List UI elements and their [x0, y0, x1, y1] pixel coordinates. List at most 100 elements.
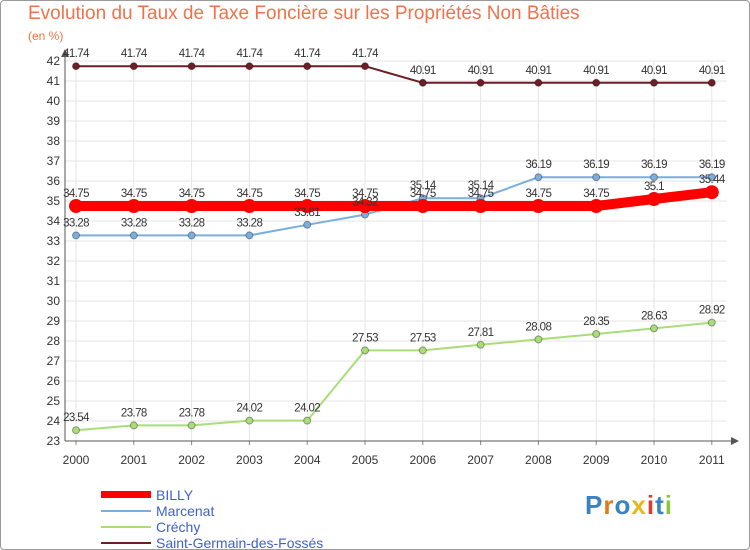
data-label-saint-germain-des-foss-s-2006: 40.91 — [410, 65, 436, 77]
legend-swatch-crechy — [101, 526, 151, 528]
x-axis-arrow — [731, 437, 739, 445]
data-labels: 41.74 41.74 41.74 41.74 41.74 41.74 40.91 40.91… — [63, 48, 726, 424]
y-axis-arrow — [61, 49, 69, 57]
data-label-cr-chy-2003: 24.02 — [237, 403, 263, 415]
data-label-cr-chy-2008: 28.08 — [526, 321, 552, 333]
logo-letter: i — [646, 490, 656, 520]
logo-letter: P — [585, 490, 604, 520]
y-tick-label-28: 28 — [47, 334, 61, 348]
y-tick-label-34: 34 — [47, 214, 61, 228]
data-label-marcenat-2008: 36.19 — [526, 159, 552, 171]
y-tick-label-36: 36 — [47, 174, 61, 188]
y-tick-label-38: 38 — [47, 134, 61, 148]
y-axis-unit: (en %) — [28, 29, 64, 43]
legend-swatch-saint-germain — [101, 542, 151, 544]
y-tick-label-30: 30 — [47, 294, 61, 308]
y-tick-label-29: 29 — [47, 314, 61, 328]
chart-title: Evolution du Taux de Taxe Foncière sur l… — [28, 3, 580, 24]
legend-item-billy[interactable]: BILLY — [101, 487, 401, 503]
point-marcenat-2008 — [534, 173, 543, 182]
grid — [65, 60, 727, 442]
point-saint-germain-des-foss-s-2007 — [476, 78, 485, 87]
point-cr-chy-2003 — [245, 416, 254, 425]
y-tick-label-32: 32 — [47, 254, 61, 268]
x-tick-label-2009: 2009 — [583, 453, 610, 467]
point-marcenat-2009 — [592, 173, 601, 182]
point-billy-2011 — [704, 185, 719, 200]
data-label-marcenat-2010: 36.19 — [641, 159, 667, 171]
data-label-billy-2007: 34.75 — [468, 188, 494, 200]
data-label-cr-chy-2004: 24.02 — [294, 403, 320, 415]
data-label-marcenat-2011: 36.19 — [699, 159, 725, 171]
y-tick-label-37: 37 — [47, 154, 61, 168]
data-label-saint-germain-des-foss-s-2007: 40.91 — [468, 65, 494, 77]
data-label-saint-germain-des-foss-s-2002: 41.74 — [179, 48, 206, 60]
data-label-cr-chy-2006: 27.53 — [410, 332, 436, 344]
data-label-billy-2006: 34.75 — [410, 188, 436, 200]
point-cr-chy-2006 — [418, 346, 427, 355]
point-cr-chy-2001 — [129, 421, 138, 430]
x-tick-label-2001: 2001 — [120, 453, 147, 467]
y-tick-label-40: 40 — [47, 94, 61, 108]
point-saint-germain-des-foss-s-2004 — [303, 62, 312, 71]
legend-item-saint-germain[interactable]: Saint-Germain-des-Fossés — [101, 535, 401, 550]
data-label-saint-germain-des-foss-s-2004: 41.74 — [294, 48, 321, 60]
data-label-cr-chy-2002: 23.78 — [179, 407, 205, 419]
x-tick-label-2010: 2010 — [641, 453, 668, 467]
point-marcenat-2003 — [245, 231, 254, 240]
data-label-marcenat-2002: 33.28 — [179, 217, 205, 229]
point-billy-2008 — [531, 199, 546, 213]
point-cr-chy-2002 — [187, 421, 196, 430]
point-marcenat-2002 — [187, 231, 196, 240]
data-label-billy-2000: 34.75 — [63, 188, 89, 200]
point-billy-2009 — [589, 199, 604, 213]
legend-item-crechy[interactable]: Créchy — [101, 519, 401, 535]
data-label-cr-chy-2000: 23.54 — [63, 412, 90, 424]
data-label-billy-2011: 35.44 — [699, 174, 726, 186]
point-saint-germain-des-foss-s-2009 — [592, 78, 601, 87]
x-tick-label-2011: 2011 — [699, 453, 725, 467]
series-line-billy — [71, 187, 717, 211]
data-label-cr-chy-2011: 28.92 — [699, 305, 725, 317]
data-label-marcenat-2003: 33.28 — [237, 217, 263, 229]
point-cr-chy-2010 — [650, 324, 658, 333]
y-tick-label-33: 33 — [47, 234, 61, 248]
point-saint-germain-des-foss-s-2008 — [534, 78, 543, 87]
point-marcenat-2001 — [129, 231, 138, 240]
point-billy-2010 — [647, 192, 661, 206]
series-line-cr-chy — [75, 321, 713, 432]
logo-letter: r — [603, 490, 615, 520]
legend-label-marcenat: Marcenat — [156, 503, 215, 519]
point-saint-germain-des-foss-s-2003 — [245, 62, 254, 71]
legend-label-crechy: Créchy — [156, 519, 201, 535]
y-tick-label-23: 23 — [47, 434, 61, 448]
point-saint-germain-des-foss-s-2000 — [72, 62, 80, 71]
x-tick-label-2004: 2004 — [294, 453, 321, 467]
x-tick-label-2008: 2008 — [525, 453, 552, 467]
x-tick-label-2007: 2007 — [467, 453, 494, 467]
series-saint-germain-des-foss-s — [72, 62, 716, 87]
data-label-marcenat-2009: 36.19 — [583, 159, 609, 171]
point-billy-2006 — [415, 199, 430, 213]
point-saint-germain-des-foss-s-2001 — [129, 62, 138, 71]
data-label-billy-2003: 34.75 — [237, 188, 263, 200]
legend-label-saint-germain: Saint-Germain-des-Fossés — [156, 535, 324, 550]
point-cr-chy-2008 — [534, 335, 543, 344]
y-tick-label-25: 25 — [47, 394, 61, 408]
series-cr-chy — [72, 318, 716, 435]
point-saint-germain-des-foss-s-2006 — [418, 78, 427, 87]
y-tick-label-39: 39 — [47, 114, 61, 128]
data-label-billy-2005: 34.75 — [352, 188, 378, 200]
point-cr-chy-2009 — [592, 330, 601, 338]
legend-item-marcenat[interactable]: Marcenat — [101, 503, 401, 519]
y-tick-label-24: 24 — [47, 414, 61, 428]
data-label-marcenat-2001: 33.28 — [121, 217, 147, 229]
y-tick-label-42: 42 — [47, 54, 61, 68]
point-marcenat-2010 — [650, 173, 658, 182]
point-billy-2007 — [473, 199, 488, 213]
point-billy-2002 — [184, 199, 199, 213]
legend-label-billy: BILLY — [156, 487, 194, 503]
point-cr-chy-2000 — [72, 426, 80, 435]
